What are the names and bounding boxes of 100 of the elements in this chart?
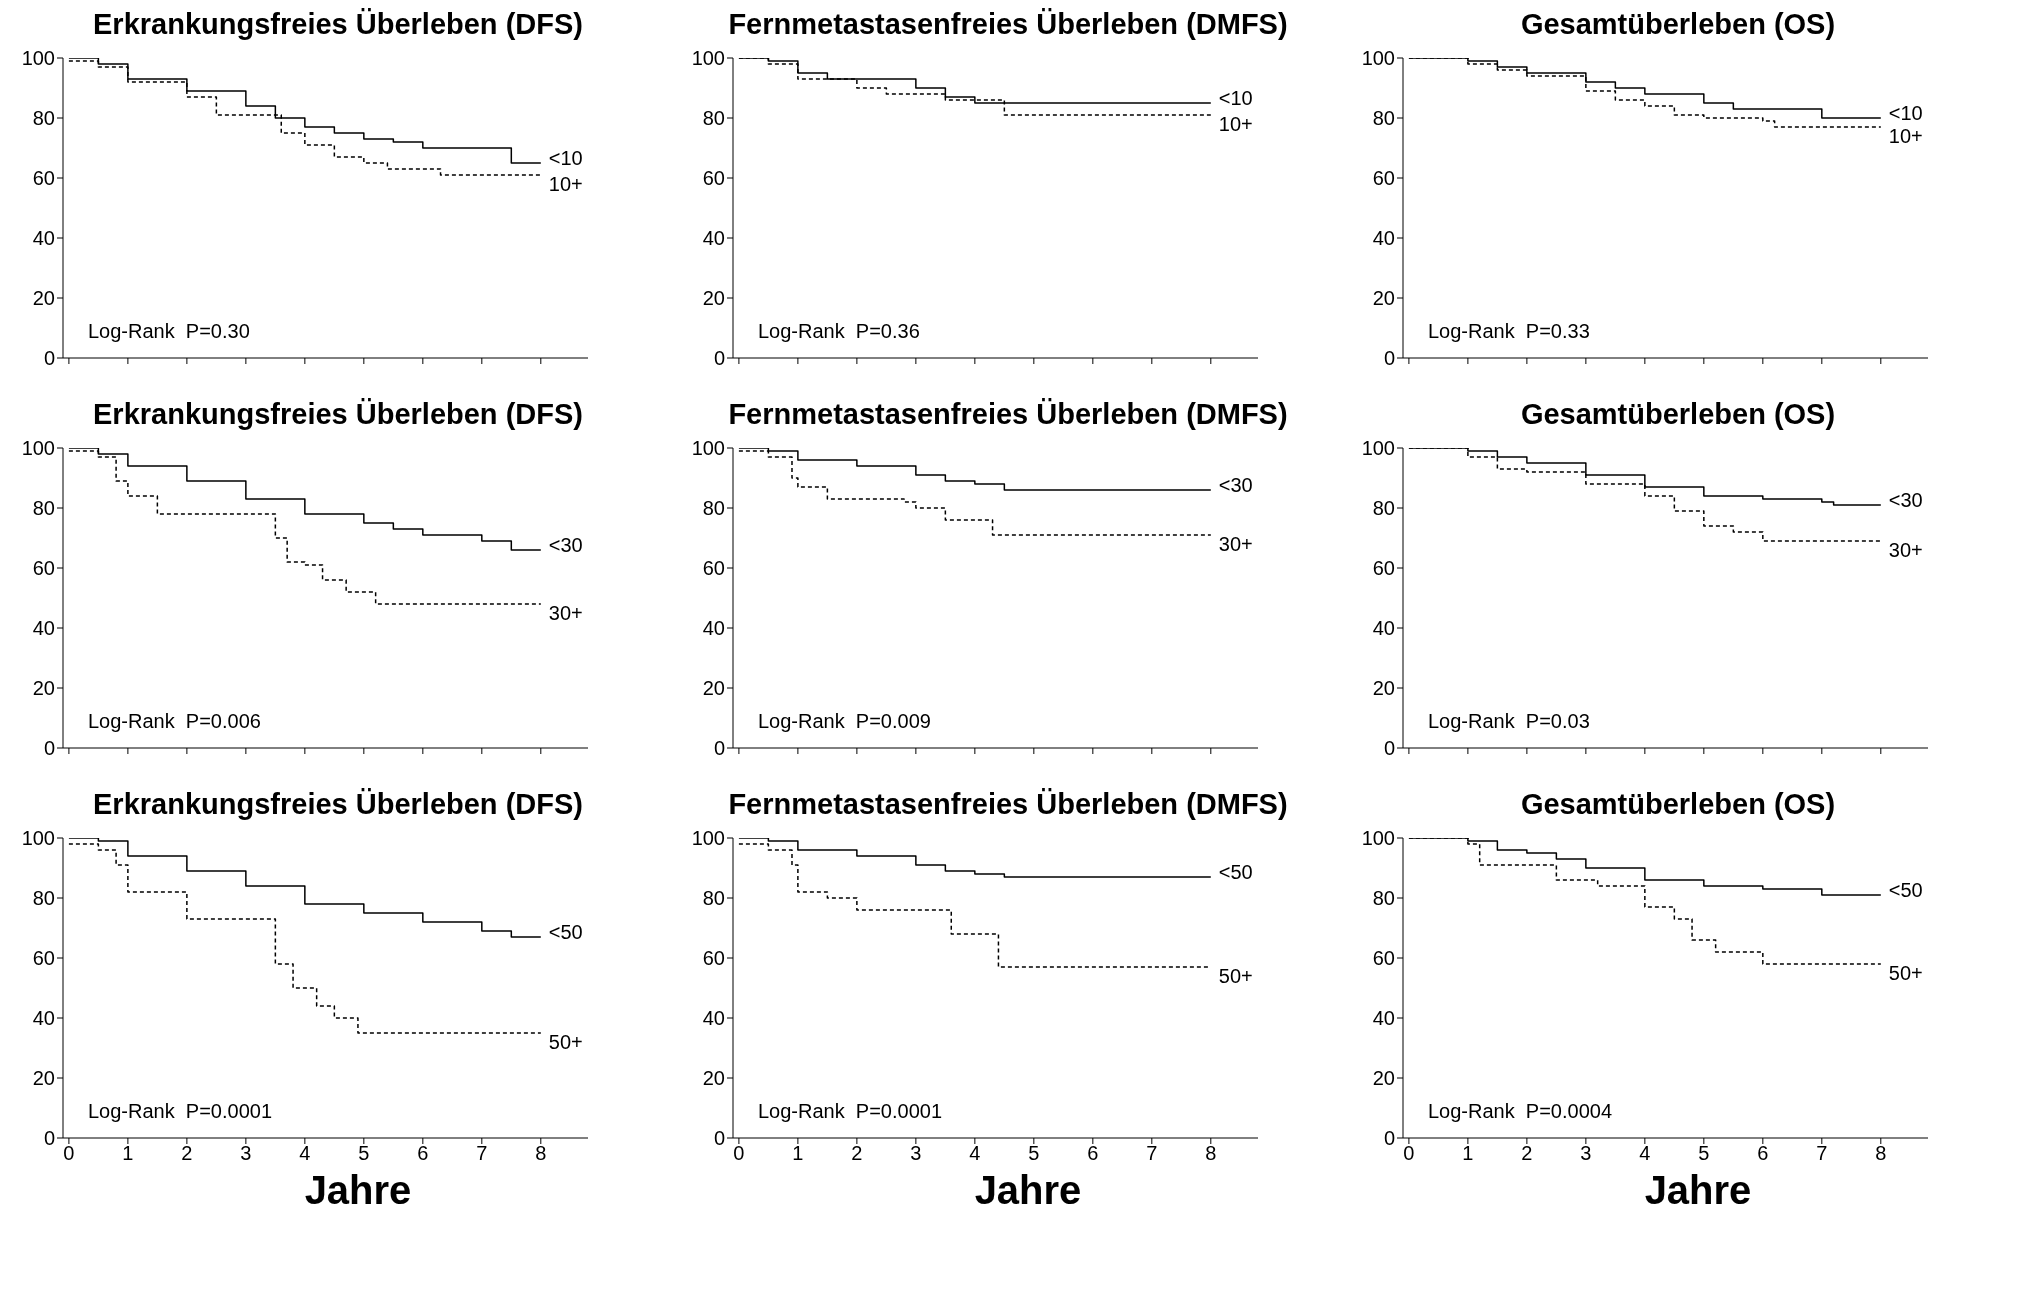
y-tick-label: 80 (702, 107, 725, 130)
x-tick-label: 4 (299, 1142, 311, 1165)
annotation: Log-Rank P=0.009 (758, 710, 931, 733)
y-tick-label: 60 (32, 167, 55, 190)
y-tick-label: 80 (32, 887, 55, 910)
y-tick-label: 40 (32, 1007, 55, 1030)
y-tick-label: 20 (702, 1067, 725, 1090)
series-label: <50 (1888, 879, 1923, 901)
y-tick-label: 100 (21, 437, 55, 460)
chart-title: Erkrankungsfreies Überleben (DFS) (92, 398, 584, 432)
x-tick-label: 2 (851, 1142, 863, 1165)
y-tick-label: 60 (702, 557, 725, 580)
series-label: <30 (548, 534, 583, 556)
x-tick-label: 0 (63, 1142, 75, 1165)
y-tick-label: 40 (702, 1007, 725, 1030)
y-tick-label: 40 (32, 227, 55, 250)
series-label: 30+ (548, 602, 583, 624)
chart-title: Gesamtüberleben (OS) (1519, 788, 1837, 822)
series-label: 50+ (1218, 965, 1253, 987)
y-tick-label: 20 (702, 287, 725, 310)
y-tick-label: 60 (702, 947, 725, 970)
y-tick-label: 100 (1361, 827, 1395, 850)
chart-title: Erkrankungsfreies Überleben (DFS) (92, 788, 584, 822)
y-tick-label: 20 (1372, 677, 1395, 700)
x-tick-label: 5 (1698, 1142, 1710, 1165)
x-tick-label: 6 (1757, 1142, 1769, 1165)
chart-title: Fernmetastasenfreies Überleben (DMFS) (727, 8, 1289, 42)
y-tick-label: 0 (43, 737, 55, 760)
y-tick-label: 20 (32, 1067, 55, 1090)
y-tick-label: 0 (43, 347, 55, 370)
series-label: 30+ (1888, 539, 1923, 561)
y-tick-label: 20 (702, 677, 725, 700)
y-tick-label: 0 (713, 347, 725, 370)
y-tick-label: 60 (1372, 947, 1395, 970)
chart-title: Gesamtüberleben (OS) (1519, 8, 1837, 42)
y-tick-label: 0 (713, 737, 725, 760)
annotation: Log-Rank P=0.33 (1428, 320, 1590, 343)
annotation: Log-Rank P=0.36 (758, 320, 920, 343)
x-tick-label: 0 (1403, 1142, 1415, 1165)
x-axis-title: Jahre (1643, 1168, 1753, 1213)
series-label: <30 (1888, 489, 1923, 511)
y-tick-label: 40 (702, 617, 725, 640)
y-tick-label: 80 (1372, 107, 1395, 130)
y-tick-label: 40 (1372, 617, 1395, 640)
x-tick-label: 8 (1875, 1142, 1887, 1165)
y-tick-label: 80 (702, 497, 725, 520)
x-tick-label: 1 (1462, 1142, 1474, 1165)
x-axis-title: Jahre (303, 1168, 413, 1213)
x-tick-label: 5 (358, 1142, 370, 1165)
series-label: 50+ (548, 1031, 583, 1053)
x-tick-label: 5 (1028, 1142, 1040, 1165)
y-tick-label: 60 (32, 557, 55, 580)
y-tick-label: 40 (32, 617, 55, 640)
series-label: <10 (1888, 102, 1923, 124)
y-tick-label: 40 (702, 227, 725, 250)
y-tick-label: 80 (32, 497, 55, 520)
y-tick-label: 20 (1372, 287, 1395, 310)
annotation: Log-Rank P=0.006 (88, 710, 261, 733)
y-tick-label: 80 (1372, 887, 1395, 910)
x-tick-label: 8 (535, 1142, 547, 1165)
y-tick-label: 0 (1383, 347, 1395, 370)
x-tick-label: 3 (1580, 1142, 1592, 1165)
x-tick-label: 2 (181, 1142, 193, 1165)
series-label: <50 (548, 921, 583, 943)
annotation: Log-Rank P=0.03 (1428, 710, 1590, 733)
chart-title: Erkrankungsfreies Überleben (DFS) (92, 8, 584, 42)
y-tick-label: 0 (1383, 1127, 1395, 1150)
x-tick-label: 3 (240, 1142, 252, 1165)
y-tick-label: 0 (1383, 737, 1395, 760)
y-tick-label: 80 (1372, 497, 1395, 520)
y-tick-label: 20 (1372, 1067, 1395, 1090)
x-tick-label: 1 (122, 1142, 134, 1165)
series-label: <30 (1218, 474, 1253, 496)
chart-title: Gesamtüberleben (OS) (1519, 398, 1837, 432)
series-label: 10+ (1218, 113, 1253, 135)
y-tick-label: 100 (21, 47, 55, 70)
series-label: 10+ (548, 173, 583, 195)
y-tick-label: 100 (21, 827, 55, 850)
y-tick-label: 40 (1372, 227, 1395, 250)
y-tick-label: 60 (702, 167, 725, 190)
y-tick-label: 20 (32, 287, 55, 310)
series-label: 30+ (1218, 533, 1253, 555)
y-tick-label: 60 (1372, 167, 1395, 190)
x-tick-label: 7 (1146, 1142, 1158, 1165)
x-tick-label: 3 (910, 1142, 922, 1165)
annotation: Log-Rank P=0.30 (88, 320, 250, 343)
y-tick-label: 0 (43, 1127, 55, 1150)
annotation: Log-Rank P=0.0004 (1428, 1100, 1613, 1123)
y-tick-label: 100 (691, 827, 725, 850)
y-tick-label: 100 (1361, 437, 1395, 460)
x-tick-label: 6 (417, 1142, 429, 1165)
x-tick-label: 1 (792, 1142, 804, 1165)
series-label: <10 (548, 147, 583, 169)
x-tick-label: 6 (1087, 1142, 1099, 1165)
annotation: Log-Rank P=0.0001 (88, 1100, 273, 1123)
series-label: 10+ (1888, 125, 1923, 147)
y-tick-label: 0 (713, 1127, 725, 1150)
annotation: Log-Rank P=0.0001 (758, 1100, 943, 1123)
y-tick-label: 20 (32, 677, 55, 700)
y-tick-label: 80 (32, 107, 55, 130)
